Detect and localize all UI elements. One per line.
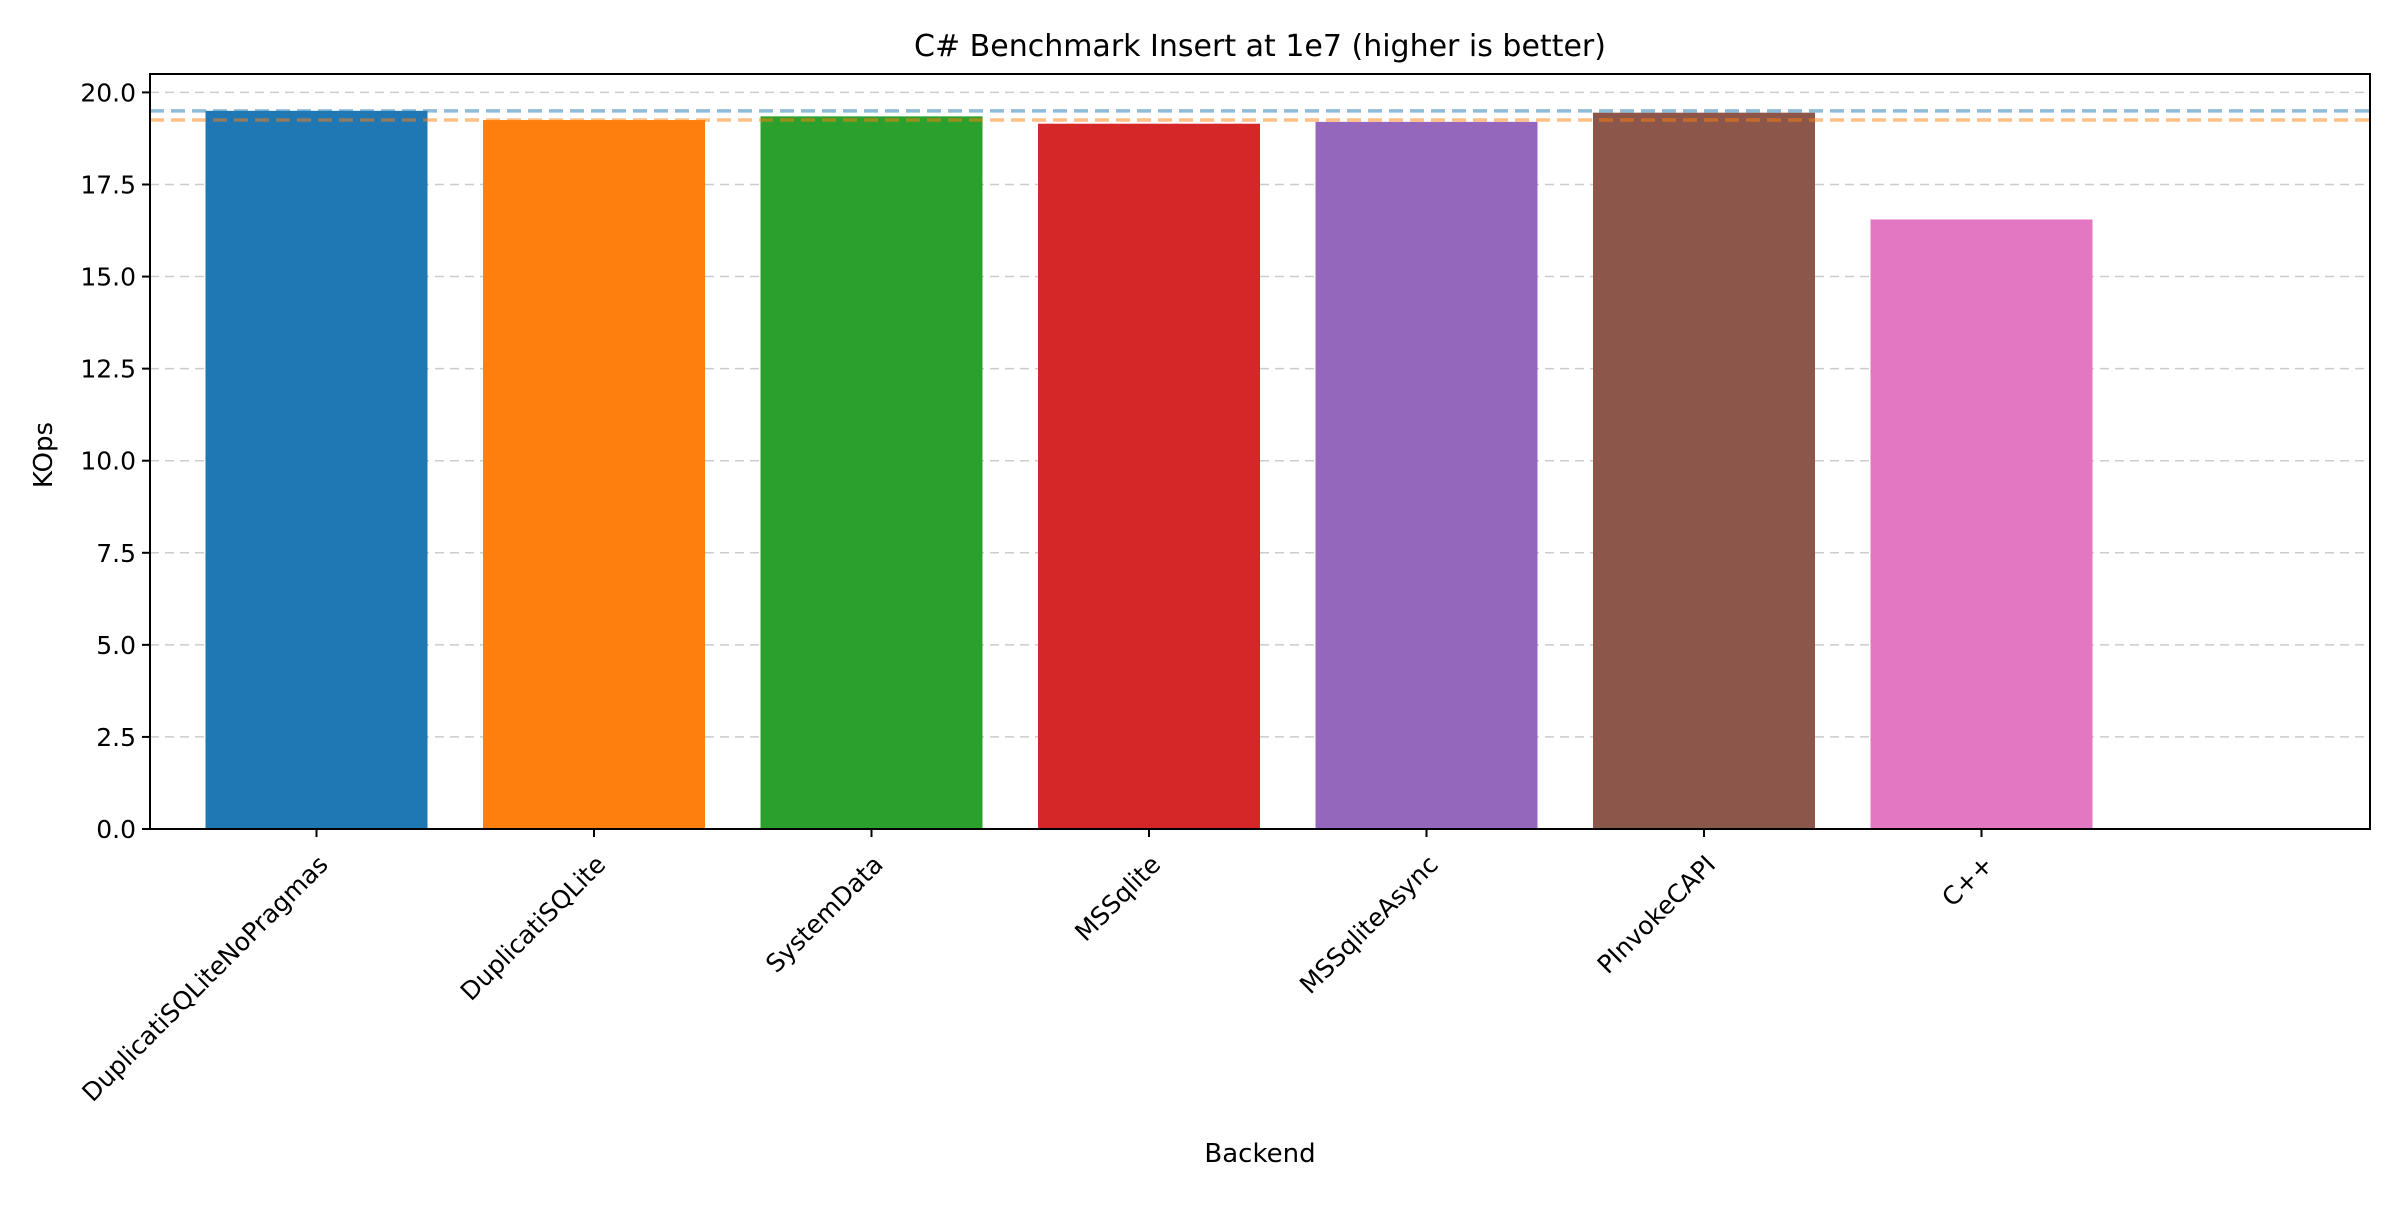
y-tick-label: 2.5 [96,723,136,752]
y-tick-label: 12.5 [80,355,136,384]
bar-1 [483,120,705,830]
y-tick-label: 5.0 [96,631,136,660]
reference-lines [150,109,2370,122]
y-tick-label: 0.0 [96,815,136,844]
bar-2 [760,116,983,830]
plot-frame [149,73,2371,830]
bar-5 [1593,112,1815,830]
y-axis-label: KOps [29,422,59,488]
bar-0 [205,110,428,829]
y-tick-label: 7.5 [96,539,136,568]
y-tick-label: 17.5 [80,170,136,199]
y-tick-label: 10.0 [80,447,136,476]
bar-6 [1870,219,2093,830]
y-tick-label: 15.0 [80,263,136,292]
bar-3 [1038,123,1260,830]
chart-title: C# Benchmark Insert at 1e7 (higher is be… [914,29,1606,64]
x-axis-label: Backend [1204,1139,1315,1169]
y-axis-ticks: 0.0 2.5 5.0 7.5 10.0 12.5 15.0 17.5 20.0 [80,78,150,844]
bars [205,110,2093,830]
y-tick-label: 20.0 [80,78,136,107]
bar-4 [1315,121,1538,829]
